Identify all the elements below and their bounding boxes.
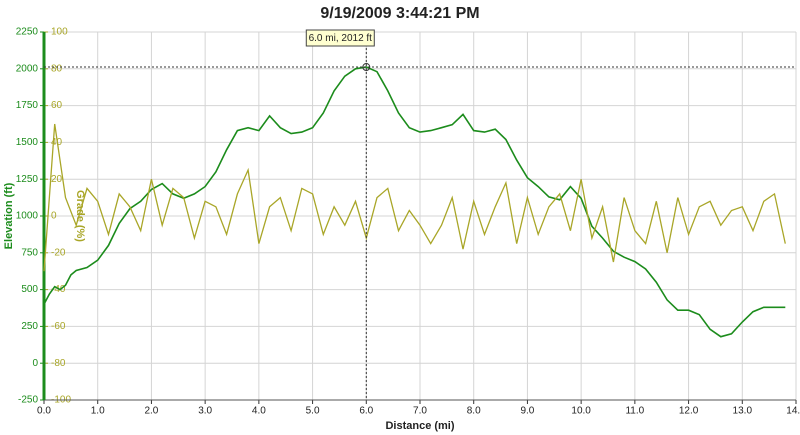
y2-tick-label: 20 bbox=[51, 174, 63, 185]
series-line bbox=[43, 66, 786, 338]
y-tick-label: 750 bbox=[21, 247, 38, 258]
x-tick-label: 9.0 bbox=[520, 406, 534, 417]
x-tick-label: 12.0 bbox=[679, 406, 699, 417]
y2-tick-label: -40 bbox=[51, 284, 66, 295]
y-tick-label: 250 bbox=[21, 321, 38, 332]
y-tick-label: 0 bbox=[32, 358, 38, 369]
x-tick-label: 3.0 bbox=[198, 406, 212, 417]
x-tick-label: 11.0 bbox=[625, 406, 644, 417]
y-tick-label: 1500 bbox=[16, 137, 39, 148]
y-tick-label: 1000 bbox=[16, 211, 39, 222]
x-tick-label: 13.0 bbox=[733, 406, 753, 417]
x-axis-label: Distance (mi) bbox=[385, 420, 454, 432]
chart-title: 9/19/2009 3:44:21 PM bbox=[320, 5, 479, 22]
x-tick-label: 2.0 bbox=[144, 406, 158, 417]
y-tick-label: 2250 bbox=[16, 27, 39, 38]
y2-tick-label: -20 bbox=[51, 247, 66, 258]
x-tick-label: 8.0 bbox=[467, 406, 481, 417]
y-tick-label: 1750 bbox=[16, 100, 39, 111]
x-tick-label: 5.0 bbox=[306, 406, 320, 417]
y-tick-label: 500 bbox=[21, 284, 38, 295]
x-tick-label: 7.0 bbox=[413, 406, 427, 417]
y-axis-label: Elevation (ft) bbox=[3, 182, 15, 249]
x-tick-label: 1.0 bbox=[91, 406, 105, 417]
y2-tick-label: -80 bbox=[51, 358, 66, 369]
y2-tick-label: 80 bbox=[51, 63, 63, 74]
y2-tick-label: 0 bbox=[51, 211, 57, 222]
x-tick-label: 0.0 bbox=[37, 406, 51, 417]
x-tick-label: 4.0 bbox=[252, 406, 266, 417]
series-line bbox=[43, 123, 786, 272]
annotation-text: 6.0 mi, 2012 ft bbox=[309, 33, 373, 44]
y2-tick-label: 60 bbox=[51, 100, 63, 111]
x-tick-label: 6.0 bbox=[359, 406, 373, 417]
crosshair-point bbox=[362, 63, 371, 72]
y2-tick-label: -60 bbox=[51, 321, 66, 332]
y2-tick-label: 100 bbox=[51, 27, 68, 38]
x-tick-label: 10.0 bbox=[571, 406, 591, 417]
annotation-box bbox=[305, 29, 375, 47]
y-tick-label: 1250 bbox=[16, 174, 39, 185]
x-tick-label: 14.0 bbox=[786, 406, 800, 417]
y-tick-label: -250 bbox=[18, 395, 38, 406]
y-tick-label: 2000 bbox=[16, 63, 39, 74]
